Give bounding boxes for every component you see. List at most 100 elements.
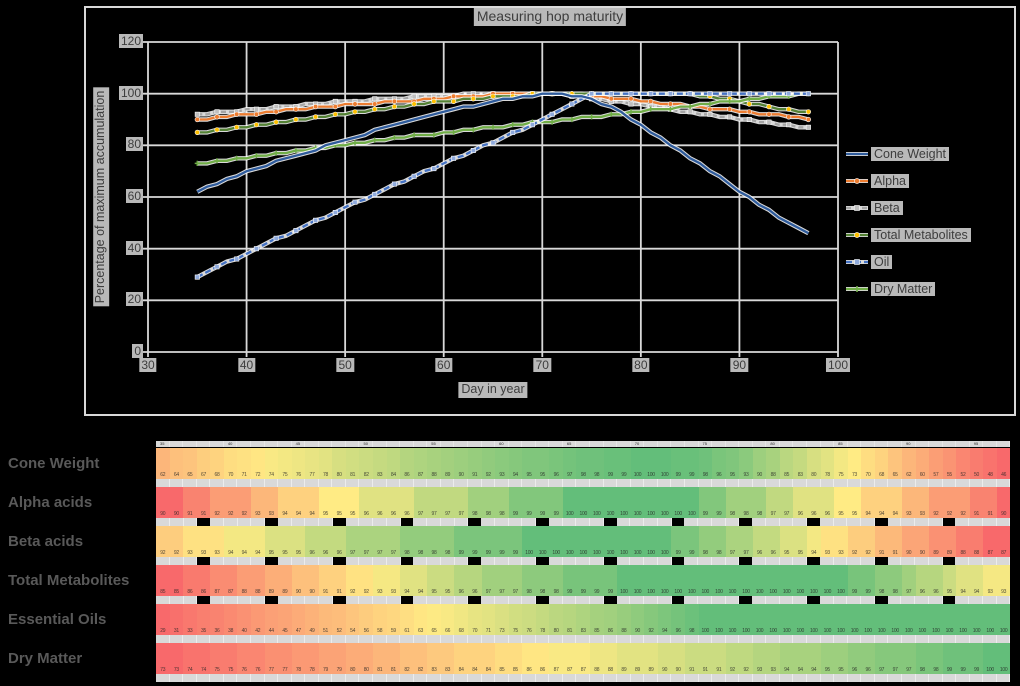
heatmap-cell: 92 [956,487,970,518]
heatmap-cell: 91 [874,526,889,557]
chart-frame [84,6,1016,416]
heatmap-row-label-beta-acids: Beta acids [8,533,84,550]
marker-oil [332,210,338,216]
marker-alpha [273,109,279,115]
heatmap-row-dry-matter: 73 73 74 74 75 75 76 76 77 77 78 78 79 79 80 80 81 81 82 82… [156,643,1011,674]
heatmap-cell: 100 [644,526,658,557]
heatmap-cell: 87 [210,565,224,596]
heatmap-cell: 90 [657,643,672,674]
legend-item-oil[interactable]: Oil [845,252,971,271]
legend-item-beta[interactable]: Beta [845,198,971,217]
heatmap-cell: 68 [210,448,224,479]
heatmap-cell: 83 [793,448,807,479]
heatmap-cell: 80 [345,643,360,674]
heatmap-cell: 89 [440,448,455,479]
heatmap-cell: 87 [996,526,1011,557]
marker-dry-matter [293,147,299,154]
heatmap-cell: 100 [834,565,848,596]
heatmap-cell: 92 [223,487,238,518]
marker-alpha [332,103,338,110]
legend-swatch-beta [846,204,868,211]
heatmap-cell: 96 [467,565,482,596]
legend-item-total-metabolites[interactable]: Total Metabolites [845,225,971,244]
maturity-line-chart [84,6,1016,416]
heatmap-cell: 89 [617,643,631,674]
heatmap-row-essential-oils: 29 31 33 35 36 38 40 42 44 45 47 49 51 52 54 56 58 59 61 63… [156,604,1011,635]
heatmap-cell: 97 [440,487,455,518]
marker-alpha [451,93,457,99]
heatmap-header-cell [820,441,835,447]
heatmap-cell: 87 [562,643,577,674]
heatmap-cell: 77 [278,643,292,674]
heatmap-cell: 90 [305,565,319,596]
legend-item-dry-matter[interactable]: Dry Matter [845,279,971,298]
heatmap-cell: 98 [752,487,767,518]
heatmap-cell: 99 [671,526,685,557]
legend-label: Oil [871,254,893,269]
marker-total-metabolites [490,93,496,99]
heatmap-cell: 99 [603,565,618,596]
heatmap-cell: 100 [793,565,807,596]
heatmap-row-beta-acids: 92 92 93 93 93 94 94 94 95 95 95 96 96 96 97 97 97 97 98 98… [156,526,1011,557]
heatmap-cell: 91 [888,526,902,557]
marker-dry-matter [687,104,693,110]
heatmap-cell: 42 [250,604,265,635]
marker-oil [194,274,200,280]
heatmap-cell: 95 [834,643,848,674]
heatmap-cell: 100 [739,565,753,596]
heatmap-cell: 49 [305,604,319,635]
heatmap-cell: 95 [535,448,550,479]
heatmap-header-cell: 50 [359,441,373,447]
heatmap-cell: 65 [427,604,441,635]
marker-dry-matter [510,122,516,128]
heatmap-cell: 100 [956,604,970,635]
heatmap-header-cell [942,441,957,447]
marker-total-metabolites [194,129,200,135]
heatmap-cell: 95 [793,526,807,557]
heatmap-cell: 75 [278,448,292,479]
marker-total-metabolites [273,119,279,125]
heatmap-cell: 88 [603,643,618,674]
marker-total-metabolites [746,101,752,107]
heatmap-cell: 94 [278,487,292,518]
heatmap-cell: 92 [942,487,957,518]
heatmap-cell: 98 [549,565,563,596]
heatmap-cell: 96 [861,643,875,674]
heatmap-cell: 96 [752,526,767,557]
heatmap-cell: 86 [603,604,618,635]
heatmap-cell: 59 [386,604,401,635]
heatmap-cell: 100 [590,487,604,518]
heatmap-cell: 89 [929,526,943,557]
heatmap-cell: 90 [752,448,767,479]
heatmap-cell: 52 [332,604,346,635]
heatmap-cell: 94 [223,526,238,557]
heatmap-header-cell: 90 [901,441,916,447]
heatmap-cell: 99 [671,448,685,479]
marker-oil [510,129,516,135]
marker-beta [332,98,338,104]
heatmap-cell: 75 [223,643,238,674]
heatmap-cell: 99 [481,526,496,557]
x-tick-label: 80 [632,358,650,372]
legend-item-cone-weight[interactable]: Cone Weight [845,144,971,163]
heatmap-header-cell: 80 [766,441,780,447]
heatmap-cell: 100 [657,448,672,479]
heatmap-cell: 97 [725,526,740,557]
heatmap-cell: 95 [264,526,279,557]
marker-dry-matter [451,129,457,135]
legend-label: Alpha [871,173,909,188]
heatmap-header-cell [169,441,184,447]
series-line-total-metabolites [197,92,809,134]
heatmap-cell: 64 [169,448,184,479]
marker-alpha [766,111,772,117]
heatmap-spacer [156,635,1011,643]
heatmap-cell: 100 [874,604,889,635]
legend-item-alpha[interactable]: Alpha [845,171,971,190]
heatmap-cell: 85 [495,643,509,674]
marker-oil [667,91,673,97]
legend-swatch-cone-weight [846,151,868,156]
heatmap-cell: 54 [345,604,360,635]
heatmap-cell: 80 [332,448,346,479]
marker-dry-matter [194,160,200,166]
heatmap-spacer [156,674,1011,682]
